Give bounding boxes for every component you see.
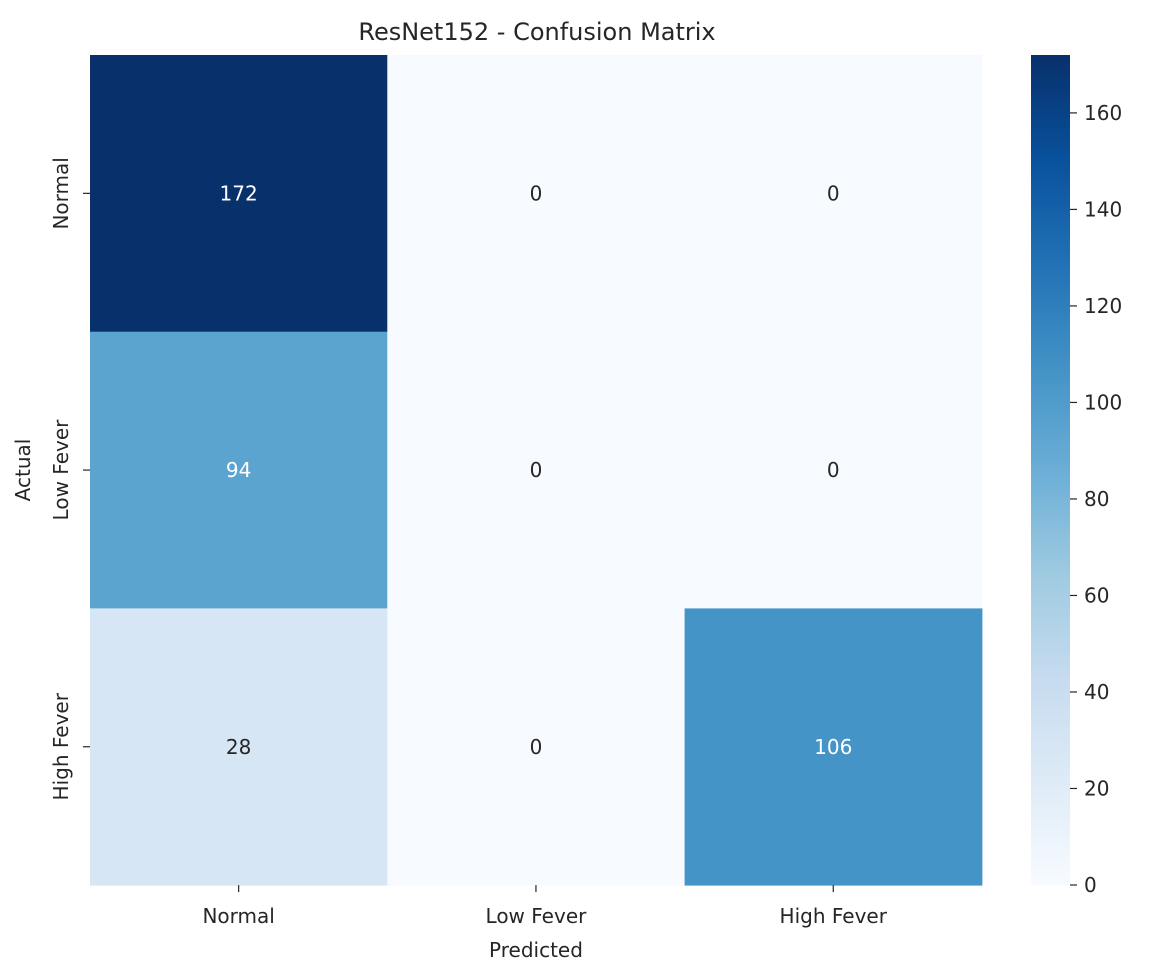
colorbar-tick-label: 120 xyxy=(1084,294,1122,318)
colorbar-tick-label: 40 xyxy=(1084,680,1109,704)
x-tick-label-low-fever: Low Fever xyxy=(486,904,588,928)
heatmap-cell-normal-high-fever xyxy=(684,55,983,333)
heatmap-cell-low-fever-normal xyxy=(90,331,388,609)
colorbar-tick-label: 140 xyxy=(1084,197,1122,221)
colorbar-tick-label: 60 xyxy=(1084,583,1109,607)
x-axis-ticks: Normal Low Fever High Fever xyxy=(202,885,888,928)
heatmap-cell-high-fever-high-fever xyxy=(684,608,983,886)
cell-value-label: 0 xyxy=(530,181,543,205)
y-axis-label: Actual xyxy=(11,439,35,502)
heatmap-cell-high-fever-normal xyxy=(90,608,388,886)
colorbar-tick-label: 160 xyxy=(1084,101,1122,125)
heatmap-cell-high-fever-low-fever xyxy=(387,608,686,886)
x-axis-label: Predicted xyxy=(489,938,583,962)
heatmap-cells xyxy=(90,55,983,886)
x-tick-label-high-fever: High Fever xyxy=(780,904,888,928)
colorbar-gradient xyxy=(1031,55,1070,885)
x-tick-label-normal: Normal xyxy=(202,904,274,928)
colorbar: 0 20 40 60 80 100 120 140 160 xyxy=(1031,55,1122,897)
cell-value-label: 0 xyxy=(827,458,840,482)
chart-title: ResNet152 - Confusion Matrix xyxy=(358,18,715,46)
y-tick-label-high-fever: High Fever xyxy=(49,692,73,800)
heatmap-cell-normal-normal xyxy=(90,55,388,333)
cell-value-label: 0 xyxy=(827,181,840,205)
colorbar-tick-label: 100 xyxy=(1084,390,1122,414)
colorbar-tick-label: 80 xyxy=(1084,487,1109,511)
cell-value-label: 172 xyxy=(220,181,258,205)
cell-value-label: 94 xyxy=(226,458,251,482)
heatmap-cell-normal-low-fever xyxy=(387,55,686,333)
y-tick-label-normal: Normal xyxy=(49,157,73,229)
heatmap-cell-low-fever-high-fever xyxy=(684,331,983,609)
y-tick-label-low-fever: Low Fever xyxy=(49,419,73,521)
cell-value-label: 28 xyxy=(226,735,251,759)
heatmap-cell-low-fever-low-fever xyxy=(387,331,686,609)
cell-value-label: 0 xyxy=(530,735,543,759)
y-axis-ticks: Normal Low Fever High Fever xyxy=(49,157,90,800)
colorbar-ticks: 0 20 40 60 80 100 120 140 160 xyxy=(1070,101,1122,897)
cell-value-label: 106 xyxy=(814,735,852,759)
colorbar-tick-label: 20 xyxy=(1084,776,1109,800)
cell-value-label: 0 xyxy=(530,458,543,482)
colorbar-tick-label: 0 xyxy=(1084,873,1097,897)
heatmap-cell-labels: 172 0 0 94 0 0 28 0 106 xyxy=(220,181,853,758)
